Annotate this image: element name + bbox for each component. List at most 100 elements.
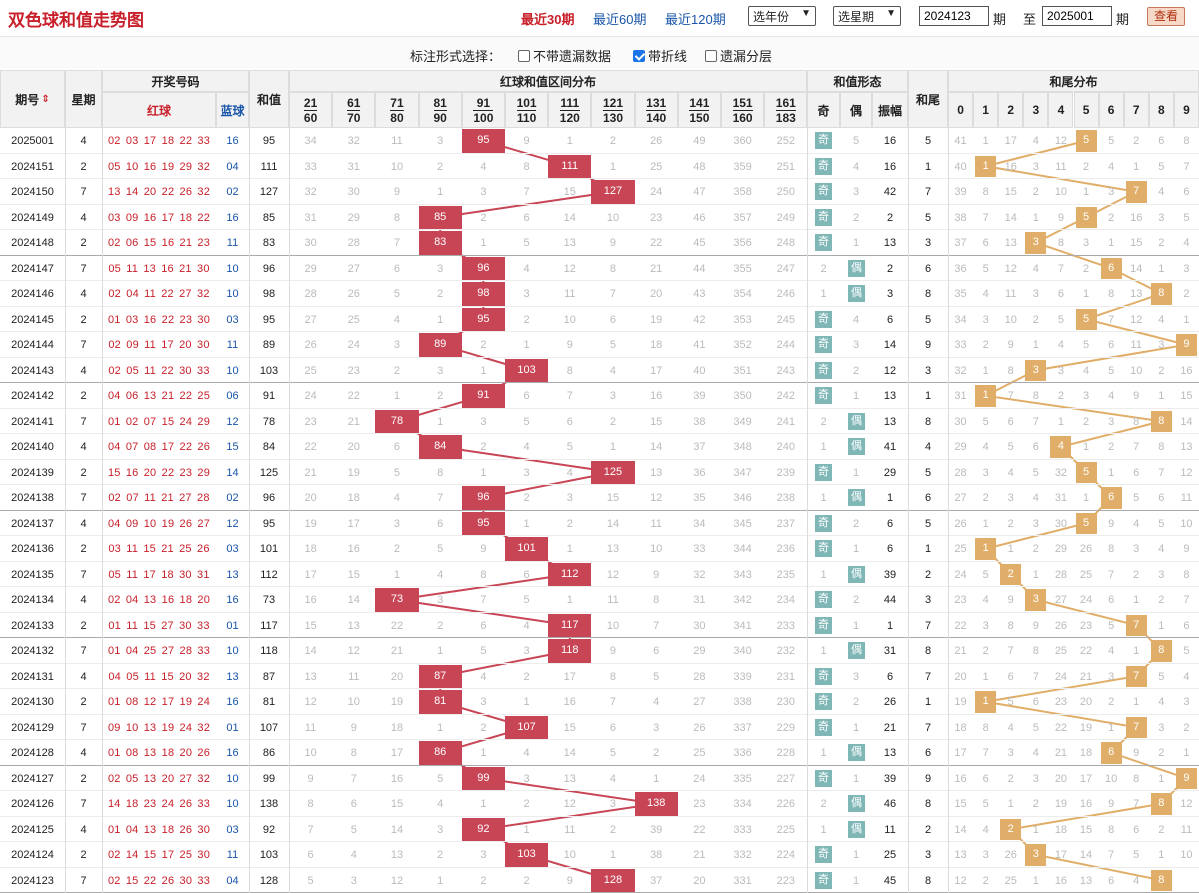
odd-badge: 奇	[815, 234, 832, 251]
tail-miss: 4	[1023, 747, 1048, 759]
start-issue-input[interactable]	[919, 6, 989, 26]
range-miss: 21	[332, 416, 375, 428]
even-badge: 偶	[848, 795, 865, 812]
range-miss: 12	[375, 875, 418, 887]
range-miss: 9	[332, 722, 375, 734]
tail-miss: 6	[1048, 288, 1073, 300]
tail-miss: 4	[1023, 492, 1048, 504]
issue-number: 2024135	[0, 569, 65, 581]
red-balls: 02 03 17 18 22 33	[102, 135, 216, 147]
weekday-cell: 4	[65, 747, 102, 759]
range-miss: 353	[721, 314, 764, 326]
blue-ball: 10	[216, 365, 249, 377]
range-miss: 248	[764, 237, 807, 249]
option-no-miss[interactable]: 不带遗漏数据	[518, 46, 611, 65]
checkbox-icon[interactable]	[705, 50, 717, 62]
range-miss: 351	[721, 365, 764, 377]
range-miss: 22	[635, 237, 678, 249]
end-issue-input[interactable]	[1042, 6, 1112, 26]
checkbox-checked-icon[interactable]	[633, 50, 645, 62]
range-miss: 43	[678, 288, 721, 300]
amplitude-value: 41	[872, 441, 908, 453]
quick-link-120[interactable]: 最近120期	[665, 9, 726, 28]
amplitude-value: 1	[872, 620, 908, 632]
tail-miss: 1	[973, 671, 998, 683]
range-miss: 1	[462, 467, 505, 479]
week-select[interactable]: 选星期▼	[833, 6, 901, 26]
tail-miss: 1	[1174, 747, 1199, 759]
range-miss: 1	[419, 186, 462, 198]
even-miss: 1	[840, 543, 872, 555]
tail-miss: 9	[998, 339, 1023, 351]
sum-value: 81	[249, 696, 289, 708]
sum-value: 103	[249, 849, 289, 861]
header-even: 偶	[840, 92, 872, 128]
tail-miss: 1	[1099, 237, 1124, 249]
header-issue[interactable]: 期号⇕	[0, 70, 65, 128]
range-miss: 14	[591, 518, 634, 530]
range-miss: 21	[678, 849, 721, 861]
sum-value: 98	[249, 288, 289, 300]
tail-miss: 3	[973, 314, 998, 326]
year-select[interactable]: 选年份▼	[748, 6, 816, 26]
tail-hit: 3	[1025, 232, 1046, 254]
tail-miss: 5	[1149, 518, 1174, 530]
range-miss: 26	[678, 722, 721, 734]
range-miss: 38	[678, 416, 721, 428]
tail-miss: 6	[1099, 594, 1124, 606]
tail-miss: 10	[998, 314, 1023, 326]
sum-value: 95	[249, 314, 289, 326]
odd-badge: 奇	[815, 515, 832, 532]
weekday-cell: 2	[65, 543, 102, 555]
range-miss: 226	[764, 798, 807, 810]
tail-miss: 16	[948, 773, 973, 785]
option-layered[interactable]: 遗漏分层	[705, 46, 772, 65]
tail-miss: 5	[1149, 161, 1174, 173]
tail-miss: 1	[1074, 288, 1099, 300]
header-range-high: 160	[733, 110, 753, 125]
tail-miss: 12	[1048, 135, 1073, 147]
range-miss: 7	[635, 620, 678, 632]
tail-miss: 14	[1174, 416, 1199, 428]
blue-ball: 02	[216, 186, 249, 198]
odd-badge: 奇	[815, 362, 832, 379]
range-hit: 95	[462, 512, 505, 536]
range-miss: 2	[505, 314, 548, 326]
range-miss: 4	[505, 620, 548, 632]
range-miss: 244	[764, 339, 807, 351]
tail-miss: 1	[1023, 339, 1048, 351]
header-digit-8: 8	[1149, 92, 1174, 128]
range-miss: 3	[548, 492, 591, 504]
range-miss: 39	[635, 824, 678, 836]
range-miss: 229	[764, 722, 807, 734]
range-miss: 6	[591, 722, 634, 734]
range-miss: 332	[721, 849, 764, 861]
range-miss: 44	[678, 263, 721, 275]
range-miss: 8	[548, 365, 591, 377]
quick-link-60[interactable]: 最近60期	[593, 9, 646, 28]
range-miss: 27	[289, 314, 332, 326]
tail-miss: 28	[1048, 569, 1073, 581]
range-miss: 2	[419, 849, 462, 861]
sort-icon[interactable]: ⇕	[41, 94, 49, 105]
query-button[interactable]: 查看	[1147, 7, 1185, 26]
header-range-high: 110	[517, 110, 536, 125]
amplitude-value: 2	[872, 212, 908, 224]
tail-miss: 26	[998, 849, 1023, 861]
tail-miss: 2	[1149, 594, 1174, 606]
blue-ball: 11	[216, 849, 249, 861]
tail-miss: 16	[1124, 212, 1149, 224]
checkbox-icon[interactable]	[518, 50, 530, 62]
issue-number: 2024136	[0, 543, 65, 555]
quick-link-30[interactable]: 最近30期	[521, 9, 574, 28]
range-miss: 35	[678, 492, 721, 504]
range-hit: 89	[419, 333, 462, 357]
range-miss: 354	[721, 288, 764, 300]
blue-ball: 10	[216, 263, 249, 275]
option-polyline[interactable]: 带折线	[633, 46, 687, 65]
red-balls: 01 11 15 27 30 33	[102, 620, 216, 632]
odd-badge: 奇	[815, 464, 832, 481]
